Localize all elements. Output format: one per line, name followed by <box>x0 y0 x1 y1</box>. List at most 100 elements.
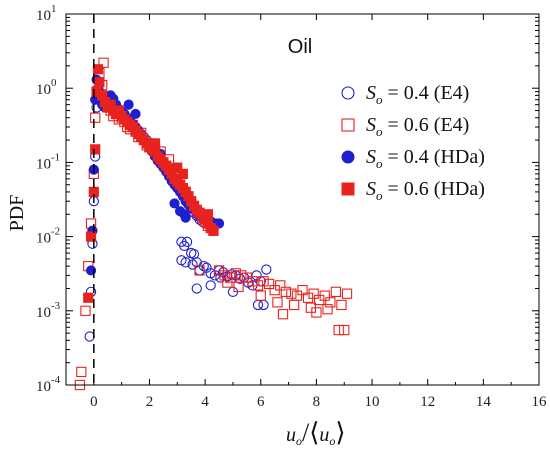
data-point <box>85 231 97 242</box>
data-point <box>80 305 91 316</box>
data-point <box>275 280 286 291</box>
legend-symbol: S <box>366 82 376 104</box>
data-point <box>181 236 193 247</box>
y-tick-label: 101 <box>36 3 57 24</box>
data-point <box>90 112 101 123</box>
data-point <box>308 288 319 299</box>
legend-entry: So = 0.6 (HDa) <box>366 178 485 203</box>
x-tick-label: 8 <box>313 394 321 410</box>
x-axis-title-slash: / <box>302 418 310 447</box>
data-point <box>208 225 219 236</box>
x-tick-label: 10 <box>365 394 380 410</box>
y-tick-base: 10 <box>36 8 51 24</box>
x-axis-title-inner-sub: o <box>329 434 335 448</box>
x-axis: 0 2 4 6 8 10 12 14 16 <box>65 14 547 410</box>
y-tick-base: 10 <box>36 305 51 321</box>
x-tick-label: 2 <box>146 394 154 410</box>
y-tick-exponent: 1 <box>51 3 57 15</box>
data-point <box>194 265 205 276</box>
y-tick-label: 10-3 <box>36 300 61 321</box>
legend: So = 0.4 (E4)So = 0.6 (E4)So = 0.4 (HDa)… <box>341 82 485 203</box>
x-axis-title-lead-sub: o <box>296 434 302 448</box>
data-point <box>289 299 300 311</box>
y-tick-base: 10 <box>36 379 51 395</box>
data-point <box>172 162 183 173</box>
x-axis-title-inner: u <box>319 424 329 446</box>
y-tick-base: 10 <box>36 82 51 98</box>
chart-title: Oil <box>288 36 312 58</box>
x-axis-title-close: ⟩ <box>335 418 345 447</box>
data-point <box>202 209 214 220</box>
x-axis-title-lead: u <box>286 424 296 446</box>
data-point <box>319 290 330 301</box>
x-axis-title-open: ⟨ <box>309 418 319 447</box>
x-tick-label: 12 <box>420 394 435 410</box>
x-tick-label: 14 <box>476 394 492 410</box>
data-point <box>92 64 104 75</box>
data-marks <box>74 57 353 391</box>
legend-subscript: o <box>376 156 383 171</box>
legend-subscript: o <box>376 124 383 139</box>
data-point <box>341 288 353 299</box>
data-point <box>205 280 216 291</box>
y-tick-label: 10-4 <box>36 374 61 395</box>
legend-marker <box>341 182 355 196</box>
y-tick-label: 10-1 <box>36 151 60 172</box>
y-tick-exponent: 0 <box>51 77 57 89</box>
x-tick-label: 0 <box>90 394 98 410</box>
data-point <box>311 307 322 318</box>
y-tick-label: 100 <box>36 77 57 98</box>
legend-value: = 0.4 (E4) <box>383 82 470 104</box>
y-tick-exponent: -3 <box>51 300 61 312</box>
legend-subscript: o <box>376 188 383 203</box>
data-point <box>286 288 297 299</box>
legend-symbol: S <box>366 178 376 200</box>
data-point <box>333 324 344 336</box>
data-point <box>255 290 266 301</box>
plot-frame <box>65 13 540 386</box>
legend-symbol: S <box>366 114 376 136</box>
legend-marker <box>341 118 355 132</box>
x-tick-label: 4 <box>201 394 209 410</box>
data-point <box>325 297 336 308</box>
data-point <box>277 309 289 320</box>
data-point <box>272 297 283 308</box>
legend-value: = 0.6 (HDa) <box>383 178 485 200</box>
data-point <box>236 270 247 281</box>
data-point <box>191 283 202 294</box>
data-point <box>280 286 291 298</box>
legend-entry: So = 0.4 (E4) <box>366 82 469 107</box>
data-point <box>222 277 233 288</box>
x-axis-title: uo/⟨uo⟩ <box>286 418 346 448</box>
data-point <box>336 299 347 311</box>
legend-entry: So = 0.4 (HDa) <box>366 146 485 171</box>
data-point <box>123 99 134 110</box>
y-tick-exponent: -2 <box>51 226 60 238</box>
data-point <box>230 268 241 279</box>
data-point <box>233 281 244 293</box>
y-tick-base: 10 <box>36 231 51 247</box>
legend-value: = 0.6 (E4) <box>383 114 470 136</box>
data-point <box>94 77 105 88</box>
data-point <box>90 144 101 155</box>
data-point <box>263 278 275 290</box>
data-point <box>76 366 87 378</box>
y-axis-title: PDF <box>6 195 28 232</box>
data-point <box>98 57 109 68</box>
y-tick-exponent: -4 <box>51 374 61 386</box>
y-tick-label: 10-2 <box>36 226 60 247</box>
data-point <box>330 286 342 298</box>
data-point <box>219 270 230 281</box>
series-4 <box>83 64 219 303</box>
data-point <box>180 212 191 223</box>
data-point <box>130 108 141 120</box>
data-point <box>241 272 253 283</box>
legend-marker <box>341 150 355 164</box>
data-point <box>302 292 314 303</box>
data-point <box>297 284 308 296</box>
data-point <box>83 292 94 303</box>
data-point <box>339 324 350 336</box>
data-point <box>149 138 161 149</box>
